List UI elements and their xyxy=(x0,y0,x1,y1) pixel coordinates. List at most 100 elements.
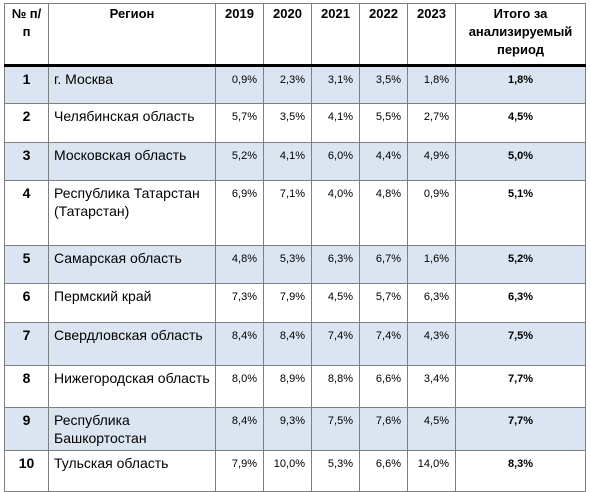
cell-2022: 5,5% xyxy=(359,103,408,143)
table-row: 1 г. Москва 0,9% 2,3% 3,1% 3,5% 1,8% 1,8… xyxy=(4,65,586,104)
cell-2020: 4,1% xyxy=(263,142,312,181)
row-num: 5 xyxy=(4,245,49,284)
row-region: Тульская область xyxy=(48,450,216,492)
row-num: 10 xyxy=(4,450,49,492)
cell-2019: 7,9% xyxy=(215,450,264,492)
cell-2020: 2,3% xyxy=(263,65,312,104)
cell-2022: 6,7% xyxy=(359,245,408,284)
cell-2022: 4,4% xyxy=(359,142,408,181)
cell-total: 1,8% xyxy=(455,65,586,104)
cell-2021: 7,5% xyxy=(311,407,360,451)
header-region: Регион xyxy=(48,3,216,66)
cell-2020: 3,5% xyxy=(263,103,312,143)
cell-2020: 7,9% xyxy=(263,283,312,323)
cell-2023: 0,9% xyxy=(407,180,456,246)
cell-2019: 0,9% xyxy=(215,65,264,104)
header-2020: 2020 xyxy=(263,3,312,66)
row-num: 2 xyxy=(4,103,49,143)
cell-2020: 8,9% xyxy=(263,365,312,408)
cell-2022: 7,6% xyxy=(359,407,408,451)
row-num: 9 xyxy=(4,407,49,451)
cell-2022: 4,8% xyxy=(359,180,408,246)
cell-2023: 4,5% xyxy=(407,407,456,451)
table-row: 7 Свердловская область 8,4% 8,4% 7,4% 7,… xyxy=(4,322,586,366)
cell-total: 5,2% xyxy=(455,245,586,284)
cell-2021: 4,1% xyxy=(311,103,360,143)
cell-2022: 5,7% xyxy=(359,283,408,323)
cell-total: 6,3% xyxy=(455,283,586,323)
row-region: г. Москва xyxy=(48,65,216,104)
row-region: Республика Башкортостан xyxy=(48,407,216,451)
cell-2023: 4,9% xyxy=(407,142,456,181)
cell-2019: 5,2% xyxy=(215,142,264,181)
row-region: Московская область xyxy=(48,142,216,181)
header-2021: 2021 xyxy=(311,3,360,66)
cell-total: 8,3% xyxy=(455,450,586,492)
row-num: 6 xyxy=(4,283,49,323)
cell-2019: 8,0% xyxy=(215,365,264,408)
table-row: 10 Тульская область 7,9% 10,0% 5,3% 6,6%… xyxy=(4,450,586,492)
header-2022: 2022 xyxy=(359,3,408,66)
cell-2023: 14,0% xyxy=(407,450,456,492)
cell-2022: 7,4% xyxy=(359,322,408,366)
header-2023: 2023 xyxy=(407,3,456,66)
cell-2020: 10,0% xyxy=(263,450,312,492)
regions-table: № п/п Регион 2019 2020 2021 2022 2023 Ит… xyxy=(4,3,586,492)
cell-total: 7,7% xyxy=(455,365,586,408)
cell-2022: 6,6% xyxy=(359,365,408,408)
cell-2021: 8,8% xyxy=(311,365,360,408)
row-region: Республика Татарстан (Татарстан) xyxy=(48,180,216,246)
cell-2020: 8,4% xyxy=(263,322,312,366)
cell-2021: 6,0% xyxy=(311,142,360,181)
cell-total: 5,0% xyxy=(455,142,586,181)
cell-2023: 3,4% xyxy=(407,365,456,408)
table-row: 5 Самарская область 4,8% 5,3% 6,3% 6,7% … xyxy=(4,245,586,284)
cell-2022: 6,6% xyxy=(359,450,408,492)
row-num: 7 xyxy=(4,322,49,366)
row-num: 8 xyxy=(4,365,49,408)
cell-total: 7,7% xyxy=(455,407,586,451)
cell-2021: 4,5% xyxy=(311,283,360,323)
row-region: Нижегородская область xyxy=(48,365,216,408)
table-row: 2 Челябинская область 5,7% 3,5% 4,1% 5,5… xyxy=(4,103,586,143)
header-num: № п/п xyxy=(4,3,49,66)
cell-2022: 3,5% xyxy=(359,65,408,104)
cell-2021: 7,4% xyxy=(311,322,360,366)
cell-total: 7,5% xyxy=(455,322,586,366)
row-region: Самарская область xyxy=(48,245,216,284)
cell-2020: 5,3% xyxy=(263,245,312,284)
cell-total: 5,1% xyxy=(455,180,586,246)
row-region: Пермский край xyxy=(48,283,216,323)
row-region: Челябинская область xyxy=(48,103,216,143)
cell-2019: 5,7% xyxy=(215,103,264,143)
row-region: Свердловская область xyxy=(48,322,216,366)
cell-2019: 7,3% xyxy=(215,283,264,323)
cell-2019: 4,8% xyxy=(215,245,264,284)
cell-2021: 5,3% xyxy=(311,450,360,492)
cell-2019: 6,9% xyxy=(215,180,264,246)
cell-2023: 1,6% xyxy=(407,245,456,284)
row-num: 4 xyxy=(4,180,49,246)
cell-total: 4,5% xyxy=(455,103,586,143)
cell-2021: 4,0% xyxy=(311,180,360,246)
cell-2021: 6,3% xyxy=(311,245,360,284)
table-row: 4 Республика Татарстан (Татарстан) 6,9% … xyxy=(4,180,586,246)
table-row: 3 Московская область 5,2% 4,1% 6,0% 4,4%… xyxy=(4,142,586,181)
row-num: 3 xyxy=(4,142,49,181)
cell-2023: 6,3% xyxy=(407,283,456,323)
header-total: Итого за анализируемый период xyxy=(455,3,586,66)
cell-2020: 9,3% xyxy=(263,407,312,451)
header-row: № п/п Регион 2019 2020 2021 2022 2023 Ит… xyxy=(4,3,586,66)
cell-2023: 4,3% xyxy=(407,322,456,366)
table-row: 9 Республика Башкортостан 8,4% 9,3% 7,5%… xyxy=(4,407,586,451)
table-row: 8 Нижегородская область 8,0% 8,9% 8,8% 6… xyxy=(4,365,586,408)
table-row: 6 Пермский край 7,3% 7,9% 4,5% 5,7% 6,3%… xyxy=(4,283,586,323)
cell-2023: 1,8% xyxy=(407,65,456,104)
cell-2019: 8,4% xyxy=(215,407,264,451)
cell-2019: 8,4% xyxy=(215,322,264,366)
cell-2021: 3,1% xyxy=(311,65,360,104)
cell-2020: 7,1% xyxy=(263,180,312,246)
row-num: 1 xyxy=(4,65,49,104)
cell-2023: 2,7% xyxy=(407,103,456,143)
header-2019: 2019 xyxy=(215,3,264,66)
